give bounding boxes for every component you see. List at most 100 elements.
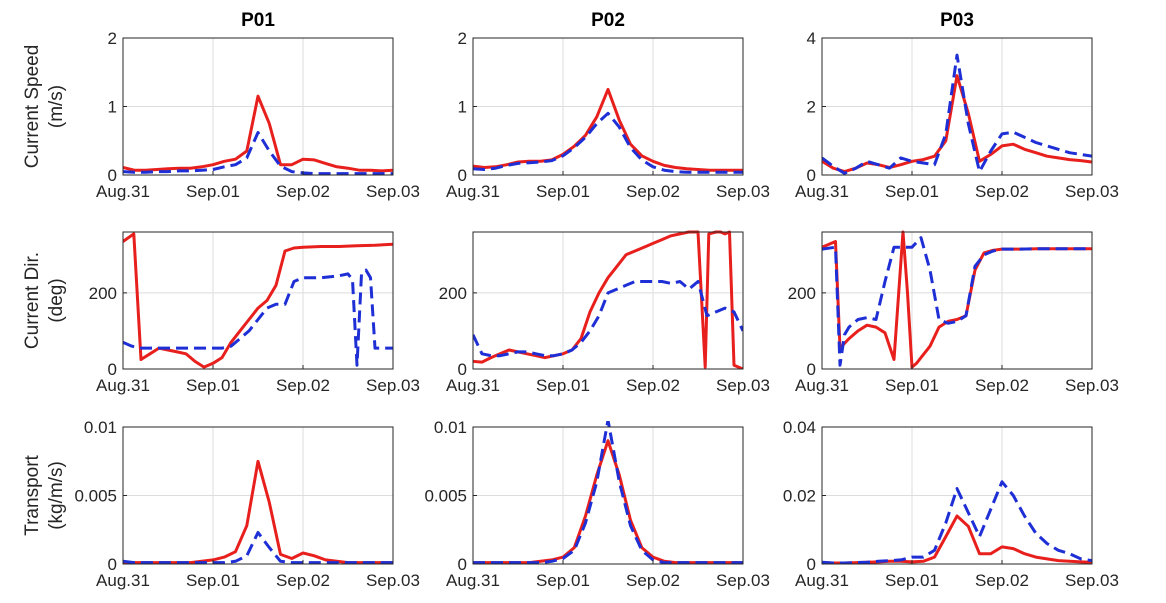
series-line-dashed — [473, 421, 743, 564]
row-label-line: (kg/m/s) — [46, 461, 67, 530]
y-tick-label: 1 — [108, 98, 117, 117]
x-tick-label: Sep.02 — [276, 182, 330, 201]
y-tick-label: 0.01 — [434, 418, 467, 437]
x-tick-label: Sep.01 — [186, 571, 240, 590]
y-tick-label: 0.01 — [84, 418, 117, 437]
x-tick-label: Sep.02 — [276, 376, 330, 395]
x-tick-label: Aug.31 — [96, 376, 150, 395]
y-tick-label: 1 — [458, 98, 467, 117]
panel-title: P02 — [591, 10, 625, 31]
panels: Aug.31 Sep.01 Sep.02 Sep.03 0 1 2 P01 Aug.31 Sep.… — [74, 10, 1118, 590]
y-tick-label: 0 — [458, 555, 467, 574]
x-tick-label: Sep.02 — [975, 182, 1029, 201]
series-line-dashed — [123, 131, 393, 175]
y-tick-label: 200 — [439, 284, 467, 303]
x-tick-label: Sep.03 — [1065, 182, 1119, 201]
chart-panel: Aug.31 Sep.01 Sep.02 Sep.03 0 200 — [89, 231, 420, 395]
x-tick-label: Sep.01 — [885, 376, 939, 395]
x-tick-label: Sep.03 — [1065, 376, 1119, 395]
row-label-line: (deg) — [46, 278, 67, 322]
row-label-line: Current Dir. — [22, 252, 43, 349]
x-tick-label: Sep.03 — [1065, 571, 1119, 590]
x-tick-label: Aug.31 — [446, 182, 500, 201]
x-tick-label: Sep.03 — [716, 182, 770, 201]
series-line-solid — [473, 439, 743, 564]
x-tick-label: Sep.03 — [366, 376, 420, 395]
x-tick-label: Sep.01 — [536, 182, 590, 201]
series-line-solid — [473, 87, 743, 172]
y-tick-label: 0 — [807, 360, 816, 379]
series-line-dashed — [473, 111, 743, 174]
y-tick-label: 200 — [788, 284, 816, 303]
x-tick-label: Sep.01 — [536, 571, 590, 590]
x-tick-label: Sep.01 — [186, 376, 240, 395]
y-tick-label: 0 — [108, 555, 117, 574]
x-tick-label: Aug.31 — [96, 571, 150, 590]
y-tick-label: 2 — [458, 29, 467, 48]
x-tick-label: Sep.02 — [626, 571, 680, 590]
x-tick-label: Sep.02 — [975, 571, 1029, 590]
y-tick-label: 0 — [807, 555, 816, 574]
axes-box — [472, 231, 744, 370]
x-tick-label: Aug.31 — [795, 376, 849, 395]
x-tick-label: Sep.03 — [366, 571, 420, 590]
y-tick-label: 0 — [807, 166, 816, 185]
series-line-solid — [822, 74, 1092, 174]
x-tick-label: Sep.01 — [536, 376, 590, 395]
x-tick-label: Sep.03 — [366, 182, 420, 201]
series-line-dashed — [123, 531, 393, 564]
x-tick-label: Sep.02 — [276, 571, 330, 590]
series-line-dashed — [822, 236, 1092, 367]
chart-panel: Aug.31 Sep.01 Sep.02 Sep.03 0 0.02 0.04 — [783, 418, 1119, 590]
chart-panel: Aug.31 Sep.01 Sep.02 Sep.03 0 1 2 P02 — [446, 10, 770, 201]
y-tick-label: 0.04 — [783, 418, 816, 437]
chart-panel: Aug.31 Sep.01 Sep.02 Sep.03 0 200 — [439, 230, 770, 395]
x-tick-label: Aug.31 — [446, 376, 500, 395]
axes-box — [122, 231, 394, 370]
x-tick-label: Sep.01 — [885, 182, 939, 201]
y-tick-label: 0.005 — [74, 487, 117, 506]
x-tick-label: Aug.31 — [446, 571, 500, 590]
x-tick-label: Sep.02 — [626, 182, 680, 201]
series-line-dashed — [822, 480, 1092, 564]
y-tick-label: 4 — [807, 29, 816, 48]
y-tick-label: 0.02 — [783, 487, 816, 506]
y-tick-label: 0 — [108, 166, 117, 185]
chart-panel: Aug.31 Sep.01 Sep.02 Sep.03 0 0.005 0.01 — [424, 418, 769, 590]
row-label-line: Transport — [22, 454, 43, 535]
chart-panel: Aug.31 Sep.01 Sep.02 Sep.03 0 2 4 P03 — [795, 10, 1119, 201]
x-tick-label: Sep.03 — [716, 376, 770, 395]
series-line-dashed — [822, 53, 1092, 175]
series-line-solid — [123, 94, 393, 173]
x-tick-label: Sep.03 — [716, 571, 770, 590]
row-label: Current Dir. (deg) — [22, 252, 67, 349]
y-tick-label: 2 — [807, 98, 816, 117]
row-label-line: Current Speed — [22, 45, 43, 169]
axes-box — [821, 231, 1093, 370]
x-tick-label: Aug.31 — [795, 571, 849, 590]
y-tick-label: 200 — [89, 284, 117, 303]
panel-title: P01 — [241, 10, 275, 31]
chart-panel: Aug.31 Sep.01 Sep.02 Sep.03 0 0.005 0.01 — [74, 418, 419, 590]
series-line-solid — [123, 459, 393, 564]
series-line-solid — [822, 514, 1092, 564]
row-label: Current Speed (m/s) — [22, 45, 67, 169]
row-label-line: (m/s) — [46, 85, 67, 128]
y-tick-label: 0 — [458, 360, 467, 379]
x-tick-label: Aug.31 — [795, 182, 849, 201]
row-labels: Current Speed (m/s) Current Dir. (deg) Trans… — [22, 45, 67, 536]
y-tick-label: 2 — [108, 29, 117, 48]
series-line-dashed — [473, 280, 743, 358]
chart-panel: Aug.31 Sep.01 Sep.02 Sep.03 0 1 2 P01 — [96, 10, 420, 201]
x-tick-label: Sep.02 — [626, 376, 680, 395]
x-tick-label: Aug.31 — [96, 182, 150, 201]
series-line-dashed — [123, 268, 393, 367]
y-tick-label: 0 — [458, 166, 467, 185]
x-tick-label: Sep.01 — [186, 182, 240, 201]
y-tick-label: 0 — [108, 360, 117, 379]
chart-panel: Aug.31 Sep.01 Sep.02 Sep.03 0 200 — [788, 230, 1119, 395]
series-line-solid — [822, 230, 1092, 369]
panel-title: P03 — [940, 10, 974, 31]
row-label: Transport (kg/m/s) — [22, 454, 67, 535]
